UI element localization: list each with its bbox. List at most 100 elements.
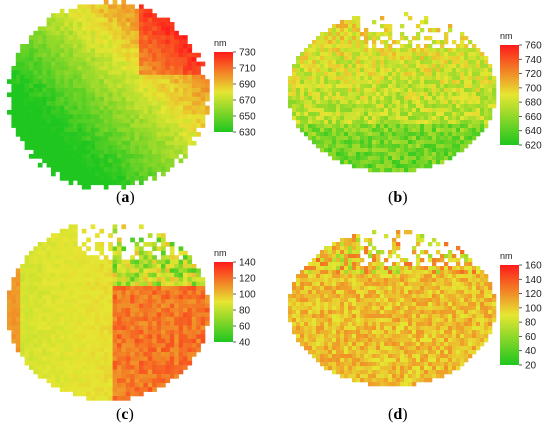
heatmap-cell	[42, 92, 47, 98]
heatmap-cell	[125, 338, 131, 344]
heatmap-cell	[392, 96, 397, 101]
heatmap-cell	[332, 294, 337, 299]
heatmap-cell	[316, 140, 321, 145]
heatmap-cell	[95, 101, 100, 106]
heatmap-cell	[428, 84, 433, 89]
heatmap-cell	[324, 148, 329, 153]
heatmap-cell	[169, 105, 175, 111]
heatmap-cell	[360, 140, 365, 145]
heatmap-cell	[187, 264, 193, 269]
heatmap-cell	[312, 116, 317, 121]
heatmap-cell	[420, 120, 425, 125]
heatmap-cell	[59, 88, 65, 93]
heatmap-cell	[476, 104, 481, 109]
heatmap-cell	[95, 330, 100, 335]
heatmap-cell	[24, 105, 30, 111]
heatmap-cell	[143, 264, 149, 269]
heatmap-cell	[169, 330, 175, 335]
heatmap-cell	[130, 374, 135, 379]
heatmap-cell	[161, 272, 166, 278]
heatmap-cell	[68, 145, 74, 150]
heatmap-cell	[165, 347, 171, 353]
heatmap-cell	[340, 44, 345, 49]
heatmap-cell	[388, 96, 393, 101]
heatmap-cell	[139, 343, 144, 348]
heatmap-cell	[121, 74, 127, 80]
heatmap-cell	[191, 118, 197, 124]
heatmap-cell	[196, 132, 201, 137]
heatmap-cell	[81, 4, 87, 10]
heatmap-cell	[492, 104, 497, 109]
heatmap-cell	[99, 61, 105, 67]
heatmap-cell	[396, 92, 401, 97]
heatmap-cell	[428, 282, 433, 287]
heatmap-cell	[95, 312, 100, 318]
heatmap-cell	[368, 112, 373, 117]
heatmap-cell	[73, 369, 78, 375]
heatmap-cell	[360, 156, 365, 161]
heatmap-cell	[81, 83, 87, 89]
heatmap-cell	[296, 56, 301, 61]
heatmap-cell	[99, 118, 105, 124]
heatmap-cell	[156, 30, 162, 36]
heatmap-cell	[416, 266, 421, 271]
heatmap-cell	[424, 136, 429, 141]
heatmap-cell	[420, 68, 425, 73]
heatmap-cell	[117, 176, 122, 181]
heatmap-cell	[448, 148, 453, 153]
heatmap-cell	[169, 110, 175, 115]
heatmap-cell	[51, 343, 56, 348]
heatmap-cell	[117, 52, 122, 58]
heatmap-cell	[169, 39, 175, 45]
heatmap-cell	[484, 294, 489, 299]
heatmap-cell	[328, 294, 333, 299]
heatmap-cell	[420, 286, 425, 291]
heatmap-cell	[356, 96, 361, 101]
heatmap-cell	[103, 338, 109, 344]
heatmap-cell	[139, 325, 144, 331]
heatmap-cell	[77, 30, 83, 36]
heatmap-cell	[416, 148, 421, 153]
heatmap-cell	[296, 120, 301, 125]
heatmap-cell	[86, 48, 91, 54]
heatmap-cell	[388, 290, 393, 295]
heatmap-cell	[95, 277, 100, 282]
heatmap-cell	[55, 44, 61, 49]
heatmap-cell	[11, 281, 17, 287]
heatmap-cell	[200, 290, 206, 296]
heatmap-cell	[46, 22, 52, 27]
heatmap-cell	[436, 286, 441, 291]
heatmap-cell	[360, 124, 365, 129]
heatmap-cell	[46, 338, 52, 344]
heatmap-cell	[292, 80, 297, 85]
heatmap-cell	[147, 44, 153, 49]
heatmap-cell	[68, 356, 74, 362]
heatmap-cell	[448, 144, 453, 149]
heatmap-cell	[37, 290, 43, 296]
heatmap-cell	[484, 60, 489, 65]
heatmap-cell	[59, 167, 65, 172]
heatmap-cell	[436, 270, 441, 275]
heatmap-cell	[143, 356, 149, 362]
heatmap-cell	[376, 156, 381, 161]
heatmap-cell	[428, 258, 433, 263]
heatmap-cell	[42, 145, 47, 150]
heatmap-cell	[86, 391, 91, 397]
heatmap-cell	[130, 338, 135, 344]
heatmap-cell	[372, 120, 377, 125]
heatmap-cell	[165, 268, 171, 274]
heatmap-cell	[448, 72, 453, 77]
heatmap-cell	[20, 277, 25, 282]
heatmap-cell	[77, 378, 83, 384]
heatmap-cell	[95, 4, 100, 10]
heatmap-cell	[64, 171, 69, 177]
heatmap-cell	[320, 136, 325, 141]
heatmap-cell	[196, 101, 201, 106]
heatmap-cell	[196, 268, 201, 274]
heatmap-cell	[86, 303, 91, 309]
heatmap-cell	[68, 250, 74, 256]
heatmap-cell	[108, 92, 113, 98]
heatmap-cell	[404, 100, 409, 105]
heatmap-cell	[152, 154, 157, 159]
heatmap-cell	[468, 262, 473, 267]
